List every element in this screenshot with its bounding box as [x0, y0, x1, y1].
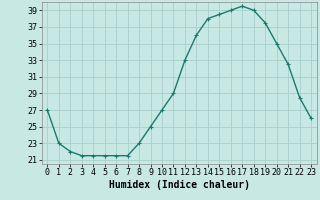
X-axis label: Humidex (Indice chaleur): Humidex (Indice chaleur): [109, 180, 250, 190]
